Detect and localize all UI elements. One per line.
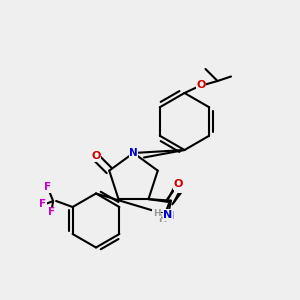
Text: H: H <box>153 209 160 218</box>
Text: O: O <box>175 182 184 192</box>
Text: F: F <box>48 207 55 218</box>
Text: N: N <box>164 210 172 220</box>
Text: O: O <box>91 151 101 161</box>
Text: O: O <box>174 179 183 189</box>
Text: H: H <box>158 214 166 224</box>
Text: N: N <box>166 211 175 220</box>
Text: F: F <box>44 182 51 193</box>
Text: O: O <box>196 80 206 91</box>
Text: F: F <box>39 199 46 209</box>
Text: N: N <box>129 148 138 158</box>
